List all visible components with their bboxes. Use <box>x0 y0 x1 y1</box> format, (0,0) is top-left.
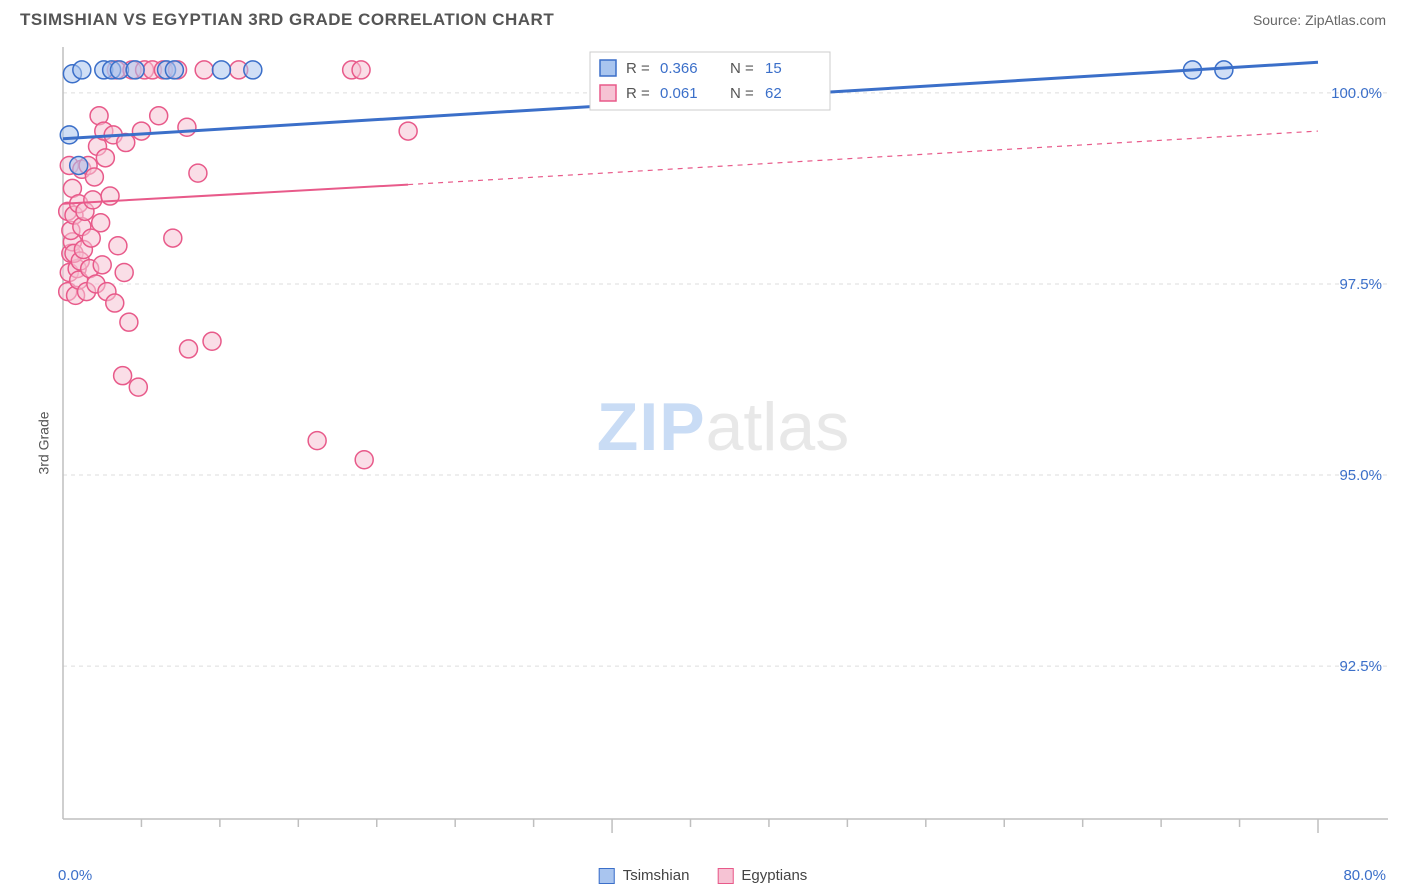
svg-text:100.0%: 100.0% <box>1331 85 1382 102</box>
svg-text:R =: R = <box>626 60 650 77</box>
source-attribution: Source: ZipAtlas.com <box>1253 12 1386 28</box>
x-axis-max-label: 80.0% <box>1343 867 1386 884</box>
svg-text:0.061: 0.061 <box>660 85 698 102</box>
scatter-chart: 92.5% 95.0% 97.5% 100.0% R = 0.366 N = 15 R = 0.0… <box>58 42 1388 844</box>
swatch-icon <box>717 868 733 884</box>
series-legend: Tsimshian Egyptians <box>599 867 808 884</box>
y-axis-label: 3rd Grade <box>36 411 52 474</box>
legend-label: Egyptians <box>741 867 807 884</box>
legend-item-tsimshian: Tsimshian <box>599 867 690 884</box>
swatch-icon <box>599 868 615 884</box>
x-axis-min-label: 0.0% <box>58 867 92 884</box>
svg-text:N =: N = <box>730 85 754 102</box>
svg-text:0.366: 0.366 <box>660 60 698 77</box>
svg-text:R =: R = <box>626 85 650 102</box>
legend-item-egyptians: Egyptians <box>717 867 807 884</box>
legend-label: Tsimshian <box>623 867 690 884</box>
svg-text:N =: N = <box>730 60 754 77</box>
svg-text:95.0%: 95.0% <box>1339 467 1382 484</box>
svg-text:97.5%: 97.5% <box>1339 276 1382 293</box>
chart-title: TSIMSHIAN VS EGYPTIAN 3RD GRADE CORRELAT… <box>20 10 554 30</box>
svg-text:92.5%: 92.5% <box>1339 658 1382 675</box>
svg-text:15: 15 <box>765 60 782 77</box>
svg-text:62: 62 <box>765 85 782 102</box>
